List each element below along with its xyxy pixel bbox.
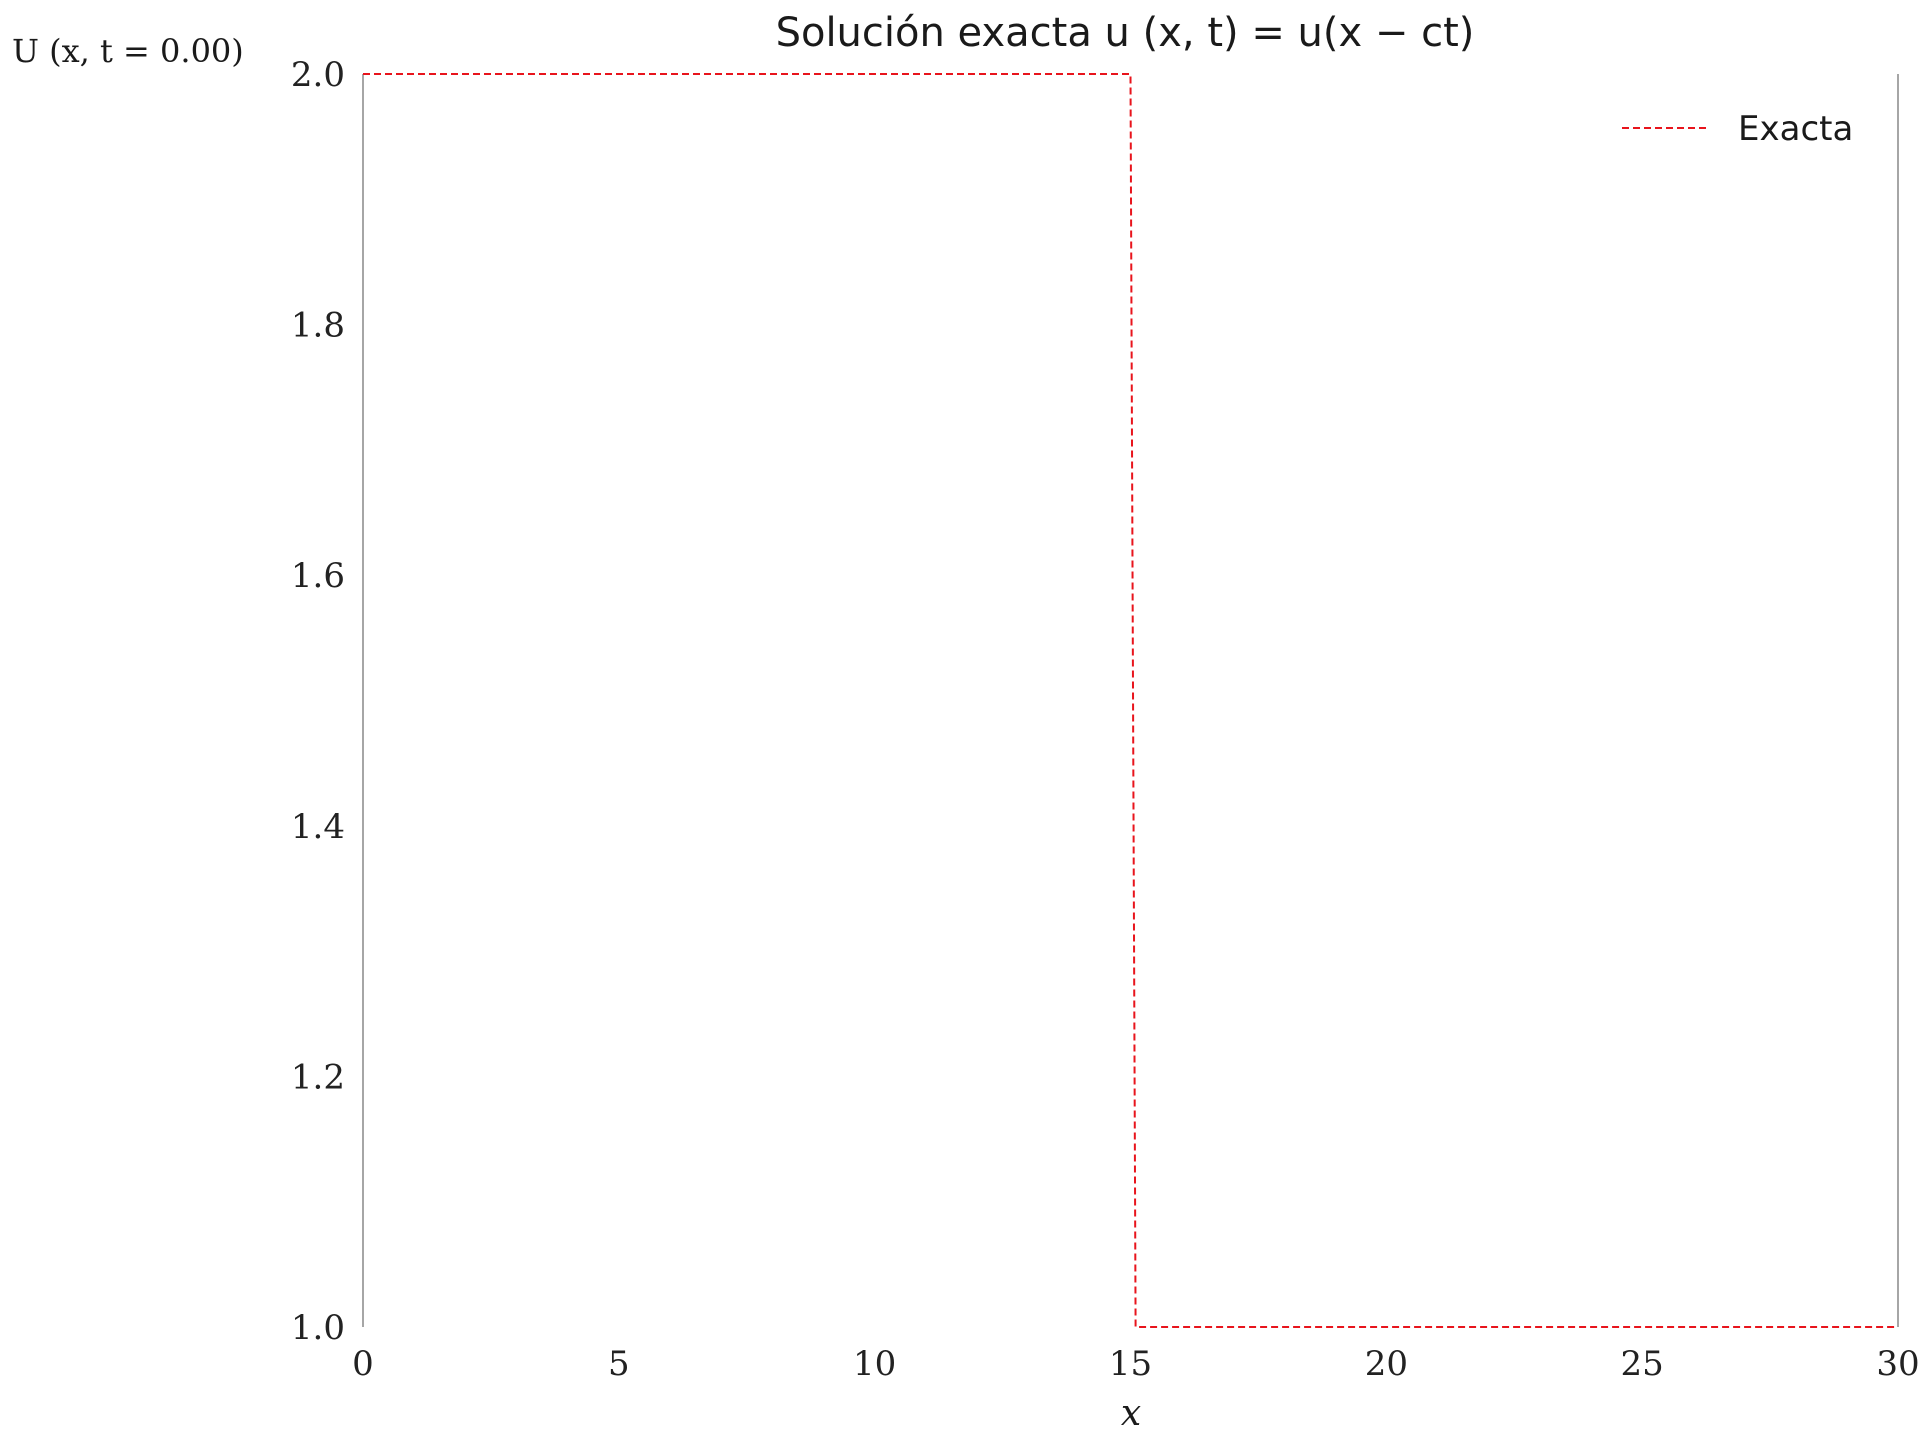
y-axis-label: U (x, t = 0.00) xyxy=(12,32,244,70)
x-tick-label: 20 xyxy=(1365,1344,1408,1384)
x-axis-label: x xyxy=(1121,1393,1141,1434)
y-tick-label: 1.0 xyxy=(291,1308,345,1348)
y-tick-labels: 1.0 1.2 1.4 1.6 1.8 2.0 xyxy=(291,55,345,1348)
y-tick-label: 1.4 xyxy=(291,807,345,847)
chart-title: Solución exacta u (x, t) = u(x − ct) xyxy=(776,10,1475,56)
series-line-exacta xyxy=(363,73,1898,1328)
x-tick-label: 0 xyxy=(352,1344,374,1384)
y-tick-label: 1.8 xyxy=(291,306,345,346)
legend-label-exacta: Exacta xyxy=(1738,109,1853,149)
x-tick-label: 10 xyxy=(853,1344,896,1384)
title: Solución exacta u (x, t) = u(x − ct) xyxy=(776,10,1475,56)
x-tick-label: 15 xyxy=(1109,1344,1152,1384)
x-tick-label: 5 xyxy=(608,1344,630,1384)
x-tick-labels: 0 5 10 15 20 25 30 xyxy=(352,1344,1919,1384)
y-tick-label: 1.2 xyxy=(291,1057,345,1097)
axes xyxy=(362,74,1899,1327)
x-tick-label: 30 xyxy=(1876,1344,1919,1384)
x-tick-label: 25 xyxy=(1621,1344,1664,1384)
legend: Exacta xyxy=(1622,109,1853,149)
y-tick-label: 2.0 xyxy=(291,55,345,95)
series-lines xyxy=(363,73,1898,1328)
y-tick-label: 1.6 xyxy=(291,556,345,596)
